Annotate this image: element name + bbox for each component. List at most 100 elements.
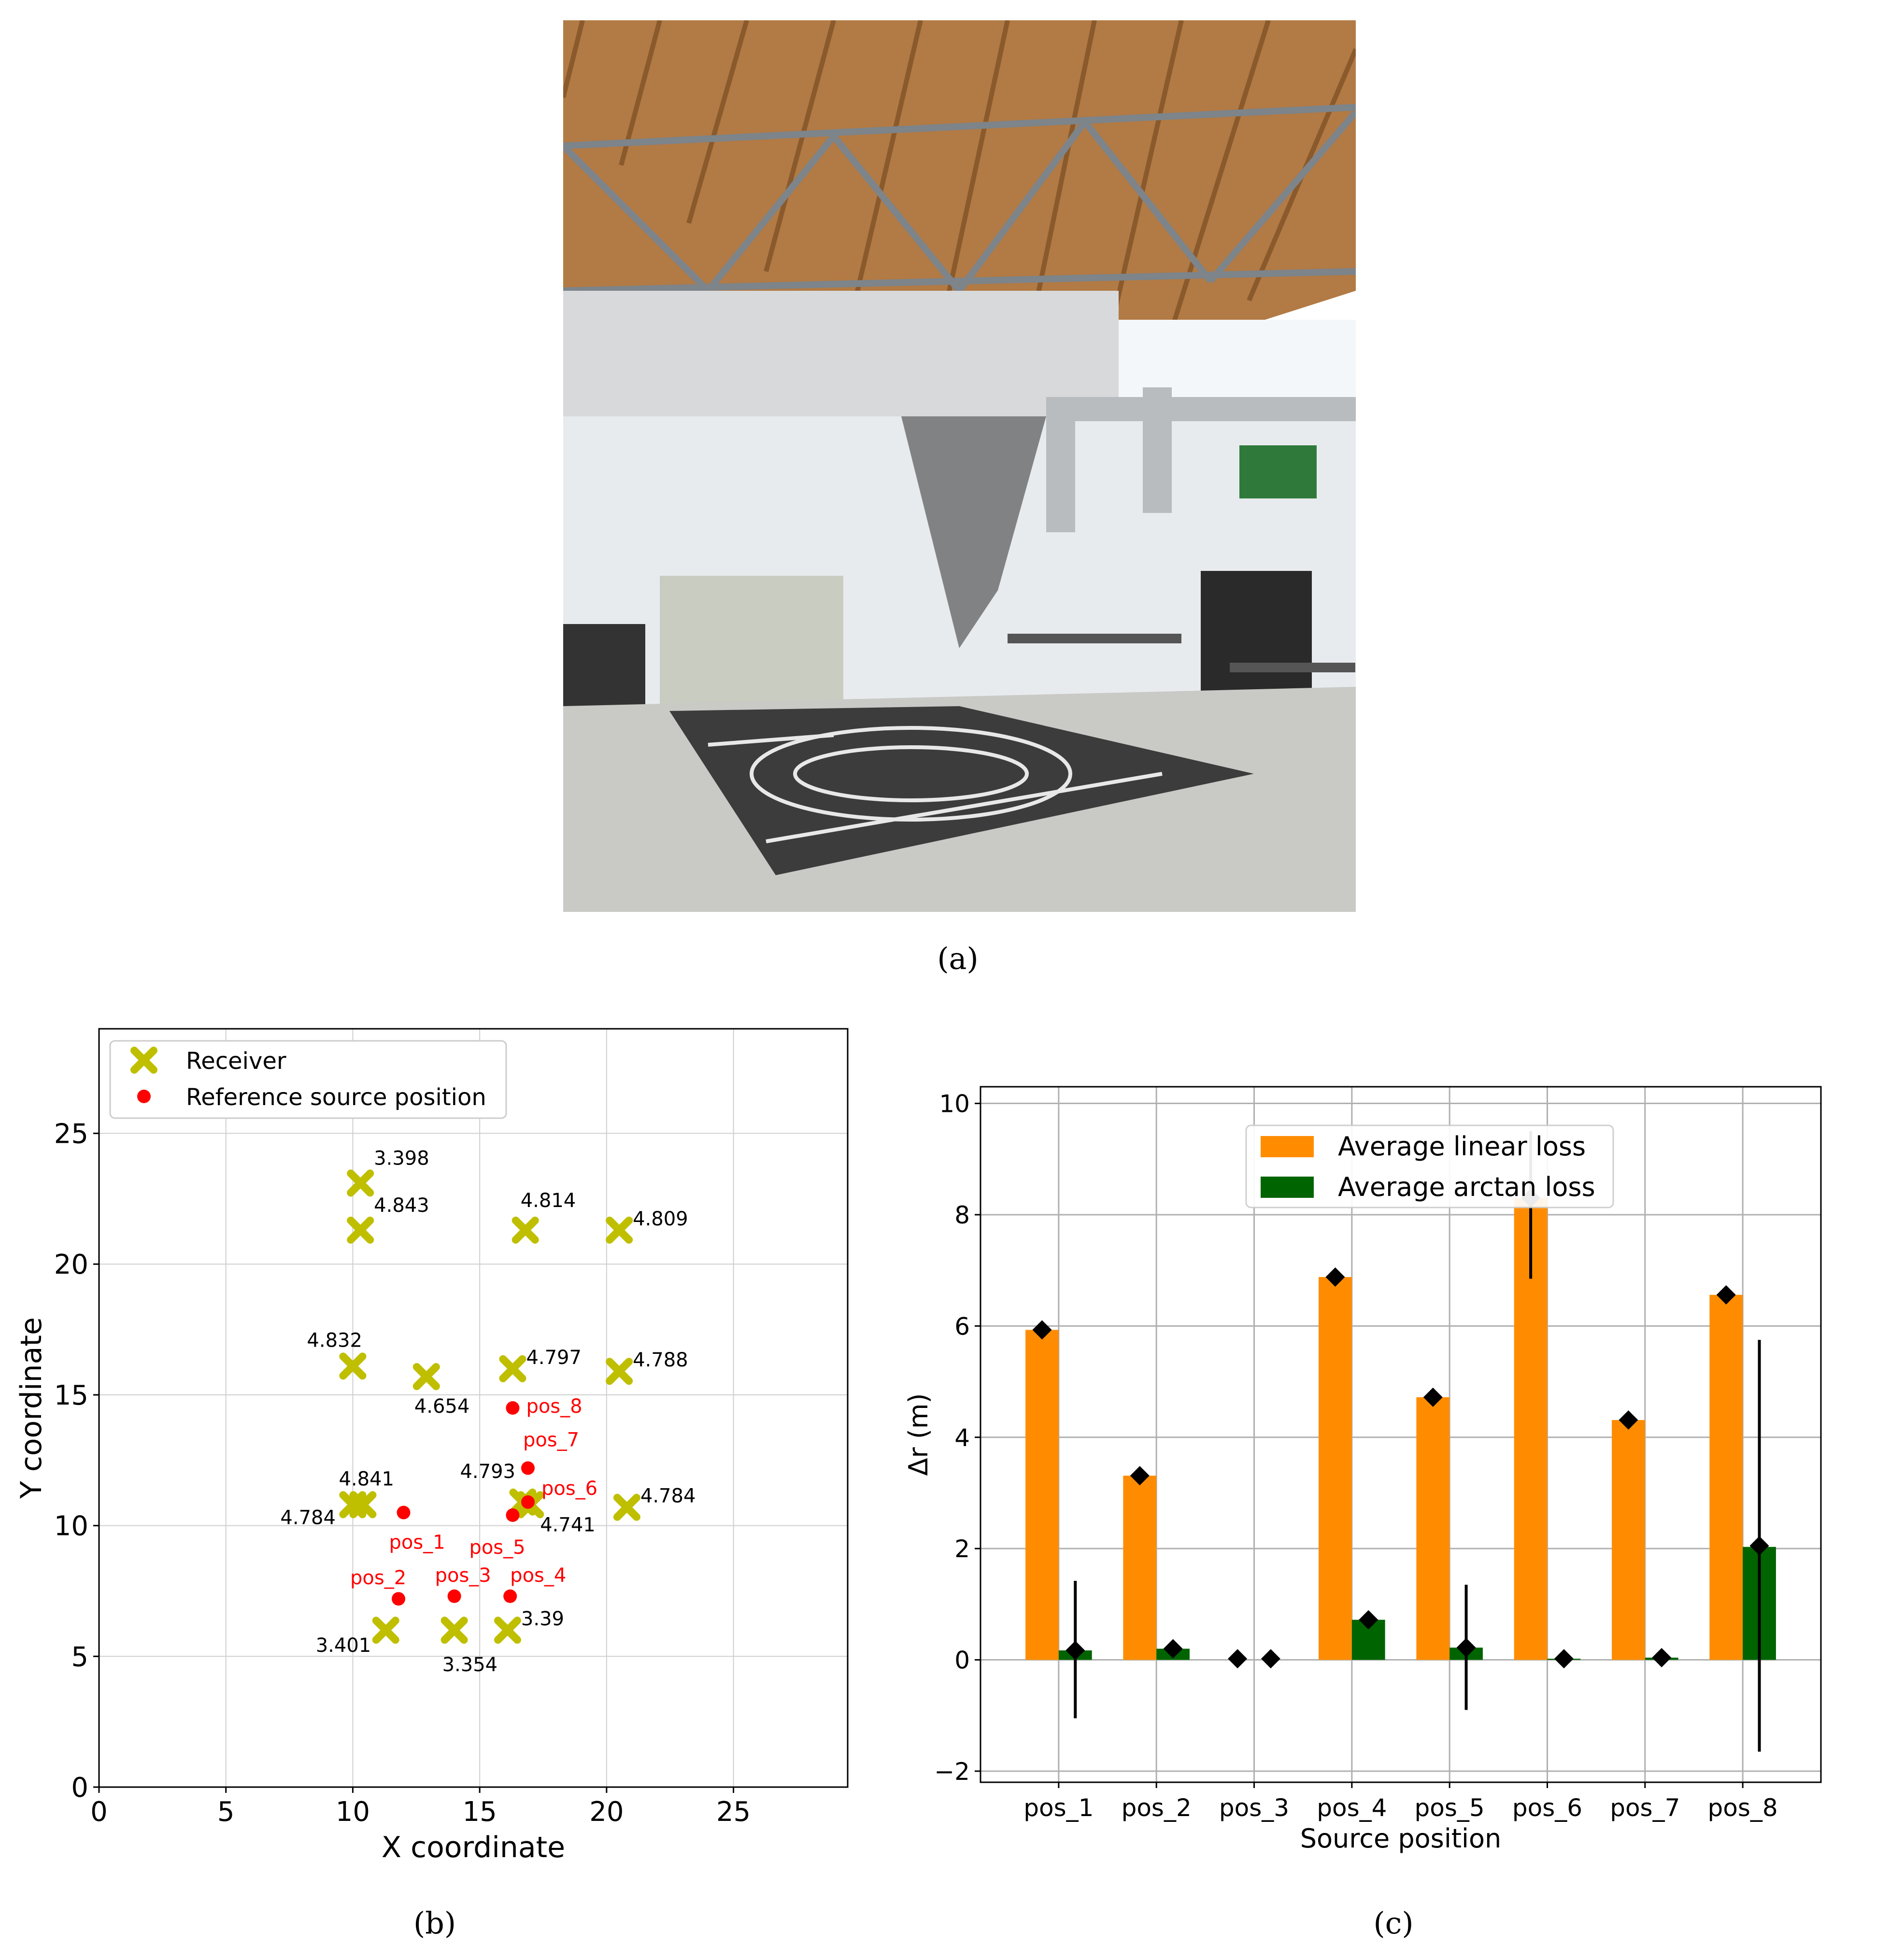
receiver-value-label: 3.401 — [316, 1634, 371, 1657]
receiver-x-stroke — [440, 1617, 468, 1644]
x-tick-label: 25 — [716, 1796, 751, 1828]
source-label: pos_4 — [510, 1564, 566, 1587]
linear-loss-bar — [1025, 1330, 1059, 1660]
steel-trusses — [563, 104, 1356, 294]
linear-loss-bar — [1123, 1476, 1157, 1660]
receiver-marker — [613, 1493, 640, 1521]
receiver-x-stroke — [372, 1617, 399, 1644]
receiver-marker — [606, 1358, 633, 1385]
y-tick-label: 25 — [54, 1119, 88, 1150]
receiver-value-label: 4.832 — [307, 1329, 362, 1351]
legend-arctan-label: Average arctan loss — [1338, 1172, 1595, 1202]
workbench-right — [1230, 663, 1355, 672]
y-tick-label: 10 — [939, 1090, 970, 1118]
legend-linear-swatch — [1261, 1136, 1314, 1157]
linear-loss-bar — [1416, 1397, 1450, 1660]
cabinets — [660, 576, 843, 721]
source-marker — [503, 1589, 517, 1603]
legend-source-icon — [137, 1090, 151, 1103]
tick-labels: 0 5 10 15 20 25 0 5 10 15 20 25 — [54, 1119, 751, 1828]
x-axis-label: Source position — [1300, 1823, 1502, 1854]
tick-labels: −2 0 2 4 6 8 10 pos_1 pos_2 pos_3 pos_4 pos_5 pos_6 p… — [934, 1090, 1777, 1822]
receiver-x-stroke — [512, 1216, 539, 1244]
receiver-marker — [606, 1216, 633, 1244]
air-ducts — [1046, 387, 1356, 532]
receiver-x-stroke — [606, 1358, 633, 1385]
y-axis-label: Y coordinate — [14, 1317, 48, 1499]
safety-net — [901, 416, 1046, 648]
y-tick-label: 0 — [71, 1772, 88, 1804]
receiver-marker — [440, 1617, 468, 1644]
source-label: pos_3 — [435, 1564, 491, 1587]
diamond-marker — [1619, 1410, 1638, 1430]
diamond-marker — [1423, 1387, 1443, 1407]
x-tick-label: 10 — [336, 1796, 370, 1828]
x-tick-label: pos_6 — [1512, 1794, 1582, 1822]
source-marker — [447, 1589, 461, 1603]
diamond-marker — [1163, 1639, 1183, 1659]
track-lines — [708, 726, 1163, 843]
x-tick-label: 20 — [589, 1796, 624, 1828]
y-tick-label: 8 — [954, 1201, 970, 1229]
y-tick-label: 2 — [954, 1535, 970, 1563]
plot-frame — [980, 1086, 1822, 1783]
receiver-value-label: 3.354 — [442, 1654, 498, 1676]
bars — [1025, 1198, 1776, 1660]
source-marker — [506, 1401, 520, 1415]
receiver-value-label: 3.39 — [521, 1608, 564, 1630]
source-label: pos_2 — [350, 1567, 406, 1589]
receiver-layout-chart: 0 5 10 15 20 25 0 5 10 15 20 25 3.398 4.843 4.814 4.80… — [14, 1028, 849, 1864]
receiver-marker — [347, 1169, 374, 1197]
receiver-x-stroke — [347, 1169, 374, 1197]
linear-loss-bar — [1612, 1420, 1645, 1660]
receiver-value-label: 4.843 — [374, 1194, 429, 1217]
y-tick-label: 10 — [54, 1511, 88, 1542]
y-tick-label: 0 — [954, 1647, 970, 1675]
diamond-marker — [1359, 1610, 1378, 1630]
receiver-marker — [512, 1216, 539, 1244]
receiver-marker — [499, 1355, 526, 1382]
receiver-marker — [347, 1216, 374, 1244]
y-tick-label: 5 — [71, 1641, 88, 1673]
receiver-x-stroke — [494, 1617, 521, 1644]
diamond-marker — [1032, 1320, 1052, 1340]
grid — [980, 1087, 1821, 1782]
caption-c: (c) — [1373, 1905, 1414, 1941]
receiver-x-stroke — [412, 1363, 440, 1391]
y-tick-label: −2 — [934, 1758, 970, 1786]
legend: Average linear loss Average arctan loss — [1245, 1124, 1614, 1208]
hangar-lab-photo-icon — [563, 20, 1356, 912]
x-tick-label: pos_1 — [1023, 1794, 1094, 1822]
receiver-value-label: 4.784 — [280, 1506, 336, 1529]
linear-loss-bar — [1709, 1294, 1743, 1660]
x-tick-label: 5 — [217, 1796, 235, 1828]
hangar-photo — [563, 20, 1356, 912]
diamond-marker — [1716, 1285, 1736, 1305]
receiver-x-stroke — [347, 1216, 374, 1244]
receiver-value-label: 4.788 — [633, 1349, 688, 1371]
diamond-marker — [1261, 1649, 1280, 1669]
x-tick-label: pos_7 — [1610, 1794, 1680, 1822]
x-tick-label: pos_8 — [1708, 1794, 1778, 1822]
diamond-marker — [1228, 1649, 1248, 1669]
legend-box — [109, 1040, 507, 1119]
source-label: pos_1 — [389, 1532, 445, 1554]
receiver-x-stroke — [499, 1355, 526, 1382]
receiver-value-label: 4.809 — [633, 1208, 688, 1230]
receiver-marker — [494, 1617, 521, 1644]
diamond-marker — [1066, 1640, 1085, 1660]
receiver-value-label: 4.784 — [640, 1485, 696, 1507]
linear-loss-bar — [1319, 1277, 1352, 1660]
legend: Receiver Reference source position — [109, 1040, 507, 1119]
receiver-value-label: 4.814 — [521, 1190, 576, 1212]
legend-receiver-label: Receiver — [186, 1048, 286, 1075]
source-label: pos_8 — [526, 1395, 582, 1418]
y-tick-label: 15 — [54, 1380, 88, 1411]
x-axis-label: X coordinate — [382, 1831, 565, 1864]
y-tick-label: 20 — [54, 1249, 88, 1280]
diamond-marker — [1325, 1267, 1345, 1287]
y-tick-label: 6 — [954, 1312, 970, 1340]
x-tick-label: pos_2 — [1122, 1794, 1192, 1822]
x-tick-label: 15 — [463, 1796, 497, 1828]
legend-box — [1245, 1124, 1614, 1208]
